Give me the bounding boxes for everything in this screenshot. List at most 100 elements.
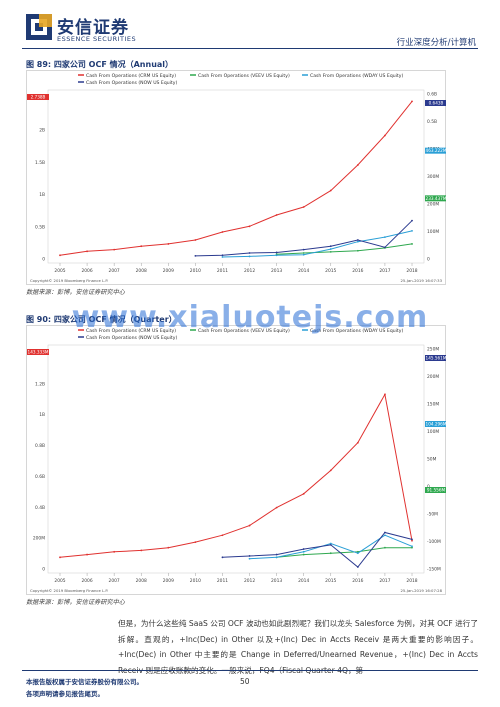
data-point xyxy=(248,555,251,557)
data-point xyxy=(356,441,359,444)
y-tick-label-left: 0.4B xyxy=(35,505,45,511)
data-point xyxy=(221,231,224,233)
plot-area xyxy=(47,344,425,574)
data-point xyxy=(302,206,305,208)
y-tick-label-right: 50M xyxy=(427,457,437,463)
x-tick-label: 2014 xyxy=(298,268,309,274)
x-tick-label: 2006 xyxy=(81,268,92,274)
data-point xyxy=(302,253,305,256)
y-tick-label-left: 0.5B xyxy=(35,224,45,230)
x-tick-label: 2011 xyxy=(217,578,228,584)
data-point xyxy=(113,248,116,251)
data-point xyxy=(384,534,386,537)
data-point xyxy=(356,249,359,252)
body-paragraph: 但是，为什么这些纯 SaaS 公司 OCF 波动也如此剧烈呢？我们以龙头 Sal… xyxy=(118,616,478,678)
data-point xyxy=(248,557,251,560)
y-tick-label-left: 0.8B xyxy=(35,443,45,449)
y-tick-label-left: 0 xyxy=(42,567,45,573)
legend-label: Cash From Operations (VEEV US Equity) xyxy=(198,328,290,334)
data-point xyxy=(302,550,305,553)
data-point xyxy=(275,553,278,556)
series-line xyxy=(276,243,413,255)
x-tick-label: 2012 xyxy=(244,268,255,274)
data-point xyxy=(221,254,224,257)
data-point xyxy=(384,246,386,249)
legend-label: Cash From Operations (NOW US Equity) xyxy=(86,335,177,341)
brand-name-cn: 安信证券 xyxy=(57,18,129,38)
value-tag xyxy=(425,147,446,154)
legend-label: Cash From Operations (VEEV US Equity) xyxy=(198,73,290,79)
data-point xyxy=(411,219,413,222)
data-point xyxy=(86,250,88,253)
data-point xyxy=(275,556,278,559)
legend-label: Cash From Operations (WDAY US Equity) xyxy=(310,328,403,334)
data-point xyxy=(302,252,305,254)
data-point xyxy=(384,531,386,534)
series-line xyxy=(59,101,413,256)
y-tick-label-left: 1B xyxy=(39,412,45,418)
y-tick-label-left: 0 xyxy=(42,257,45,263)
x-tick-label: 2012 xyxy=(244,578,255,584)
data-point xyxy=(275,254,278,257)
x-tick-label: 2006 xyxy=(81,578,92,584)
data-point xyxy=(302,248,305,251)
y-tick-label-right: -50M xyxy=(427,512,438,518)
data-point xyxy=(302,548,305,550)
y-tick-label-right: 100M xyxy=(427,229,439,235)
value-tag xyxy=(425,421,446,427)
legend-label: Cash From Operations (NOW US Equity) xyxy=(86,80,177,86)
value-tag-label: 91.556M xyxy=(427,488,446,493)
x-tick-label: 2014 xyxy=(298,578,309,584)
plot-area xyxy=(47,89,425,264)
data-point xyxy=(113,550,116,553)
legend-label: Cash From Operations (CRM US Equity) xyxy=(86,73,176,79)
page-number: 50 xyxy=(240,677,250,686)
x-tick-label: 2008 xyxy=(136,268,147,274)
value-tag-label: 143.333M xyxy=(28,350,49,355)
y-tick-label-right: -100M xyxy=(427,539,441,545)
data-point xyxy=(248,255,251,258)
data-point xyxy=(356,550,359,553)
data-point xyxy=(275,506,278,509)
series-line xyxy=(222,531,413,568)
series-line xyxy=(222,230,413,258)
data-point xyxy=(221,256,224,258)
value-tag-label: 145.561M xyxy=(426,356,446,361)
figure-title: 图 90: 四家公司 OCF 情况（Quarter） xyxy=(26,315,177,324)
y-tick-label-left: 1.5B xyxy=(35,160,45,166)
y-tick-label-right: 0.5B xyxy=(427,119,437,125)
data-point xyxy=(411,546,413,549)
data-point xyxy=(384,546,386,549)
legend-label: Cash From Operations (WDAY US Equity) xyxy=(310,73,403,79)
data-point xyxy=(384,236,386,239)
data-point xyxy=(275,214,278,216)
footer-divider xyxy=(22,670,478,671)
data-point xyxy=(411,100,413,103)
data-point xyxy=(248,225,251,228)
value-tag xyxy=(425,195,446,202)
data-point xyxy=(329,248,332,250)
value-tag-label: 104.296M xyxy=(426,422,446,427)
data-point xyxy=(356,164,359,166)
data-point xyxy=(221,534,224,537)
y-tick-label-right: 200M xyxy=(427,374,439,380)
data-point xyxy=(356,240,359,243)
series-line xyxy=(276,547,412,558)
x-tick-label: 2015 xyxy=(325,268,336,274)
y-tick-label-right: 150M xyxy=(427,402,439,408)
data-point xyxy=(356,552,359,555)
value-tag-label: 2.738B xyxy=(31,95,46,100)
data-point xyxy=(248,524,251,527)
x-tick-label: 2013 xyxy=(271,578,282,584)
x-tick-label: 2007 xyxy=(109,578,120,584)
figure-source: 数据来源：彭博，安信证券研究中心 xyxy=(26,599,125,606)
figure-source: 数据来源：彭博，安信证券研究中心 xyxy=(26,289,125,296)
x-tick-label: 2017 xyxy=(379,578,390,584)
data-point xyxy=(167,546,170,549)
x-tick-label: 2005 xyxy=(54,268,65,274)
brand-name-en: ESSENCE SECURITIES xyxy=(57,35,137,43)
x-tick-label: 2013 xyxy=(271,268,282,274)
y-tick-label-right: 250M xyxy=(427,347,439,353)
y-tick-label-right: 0 xyxy=(427,257,430,263)
x-tick-label: 2008 xyxy=(136,578,147,584)
